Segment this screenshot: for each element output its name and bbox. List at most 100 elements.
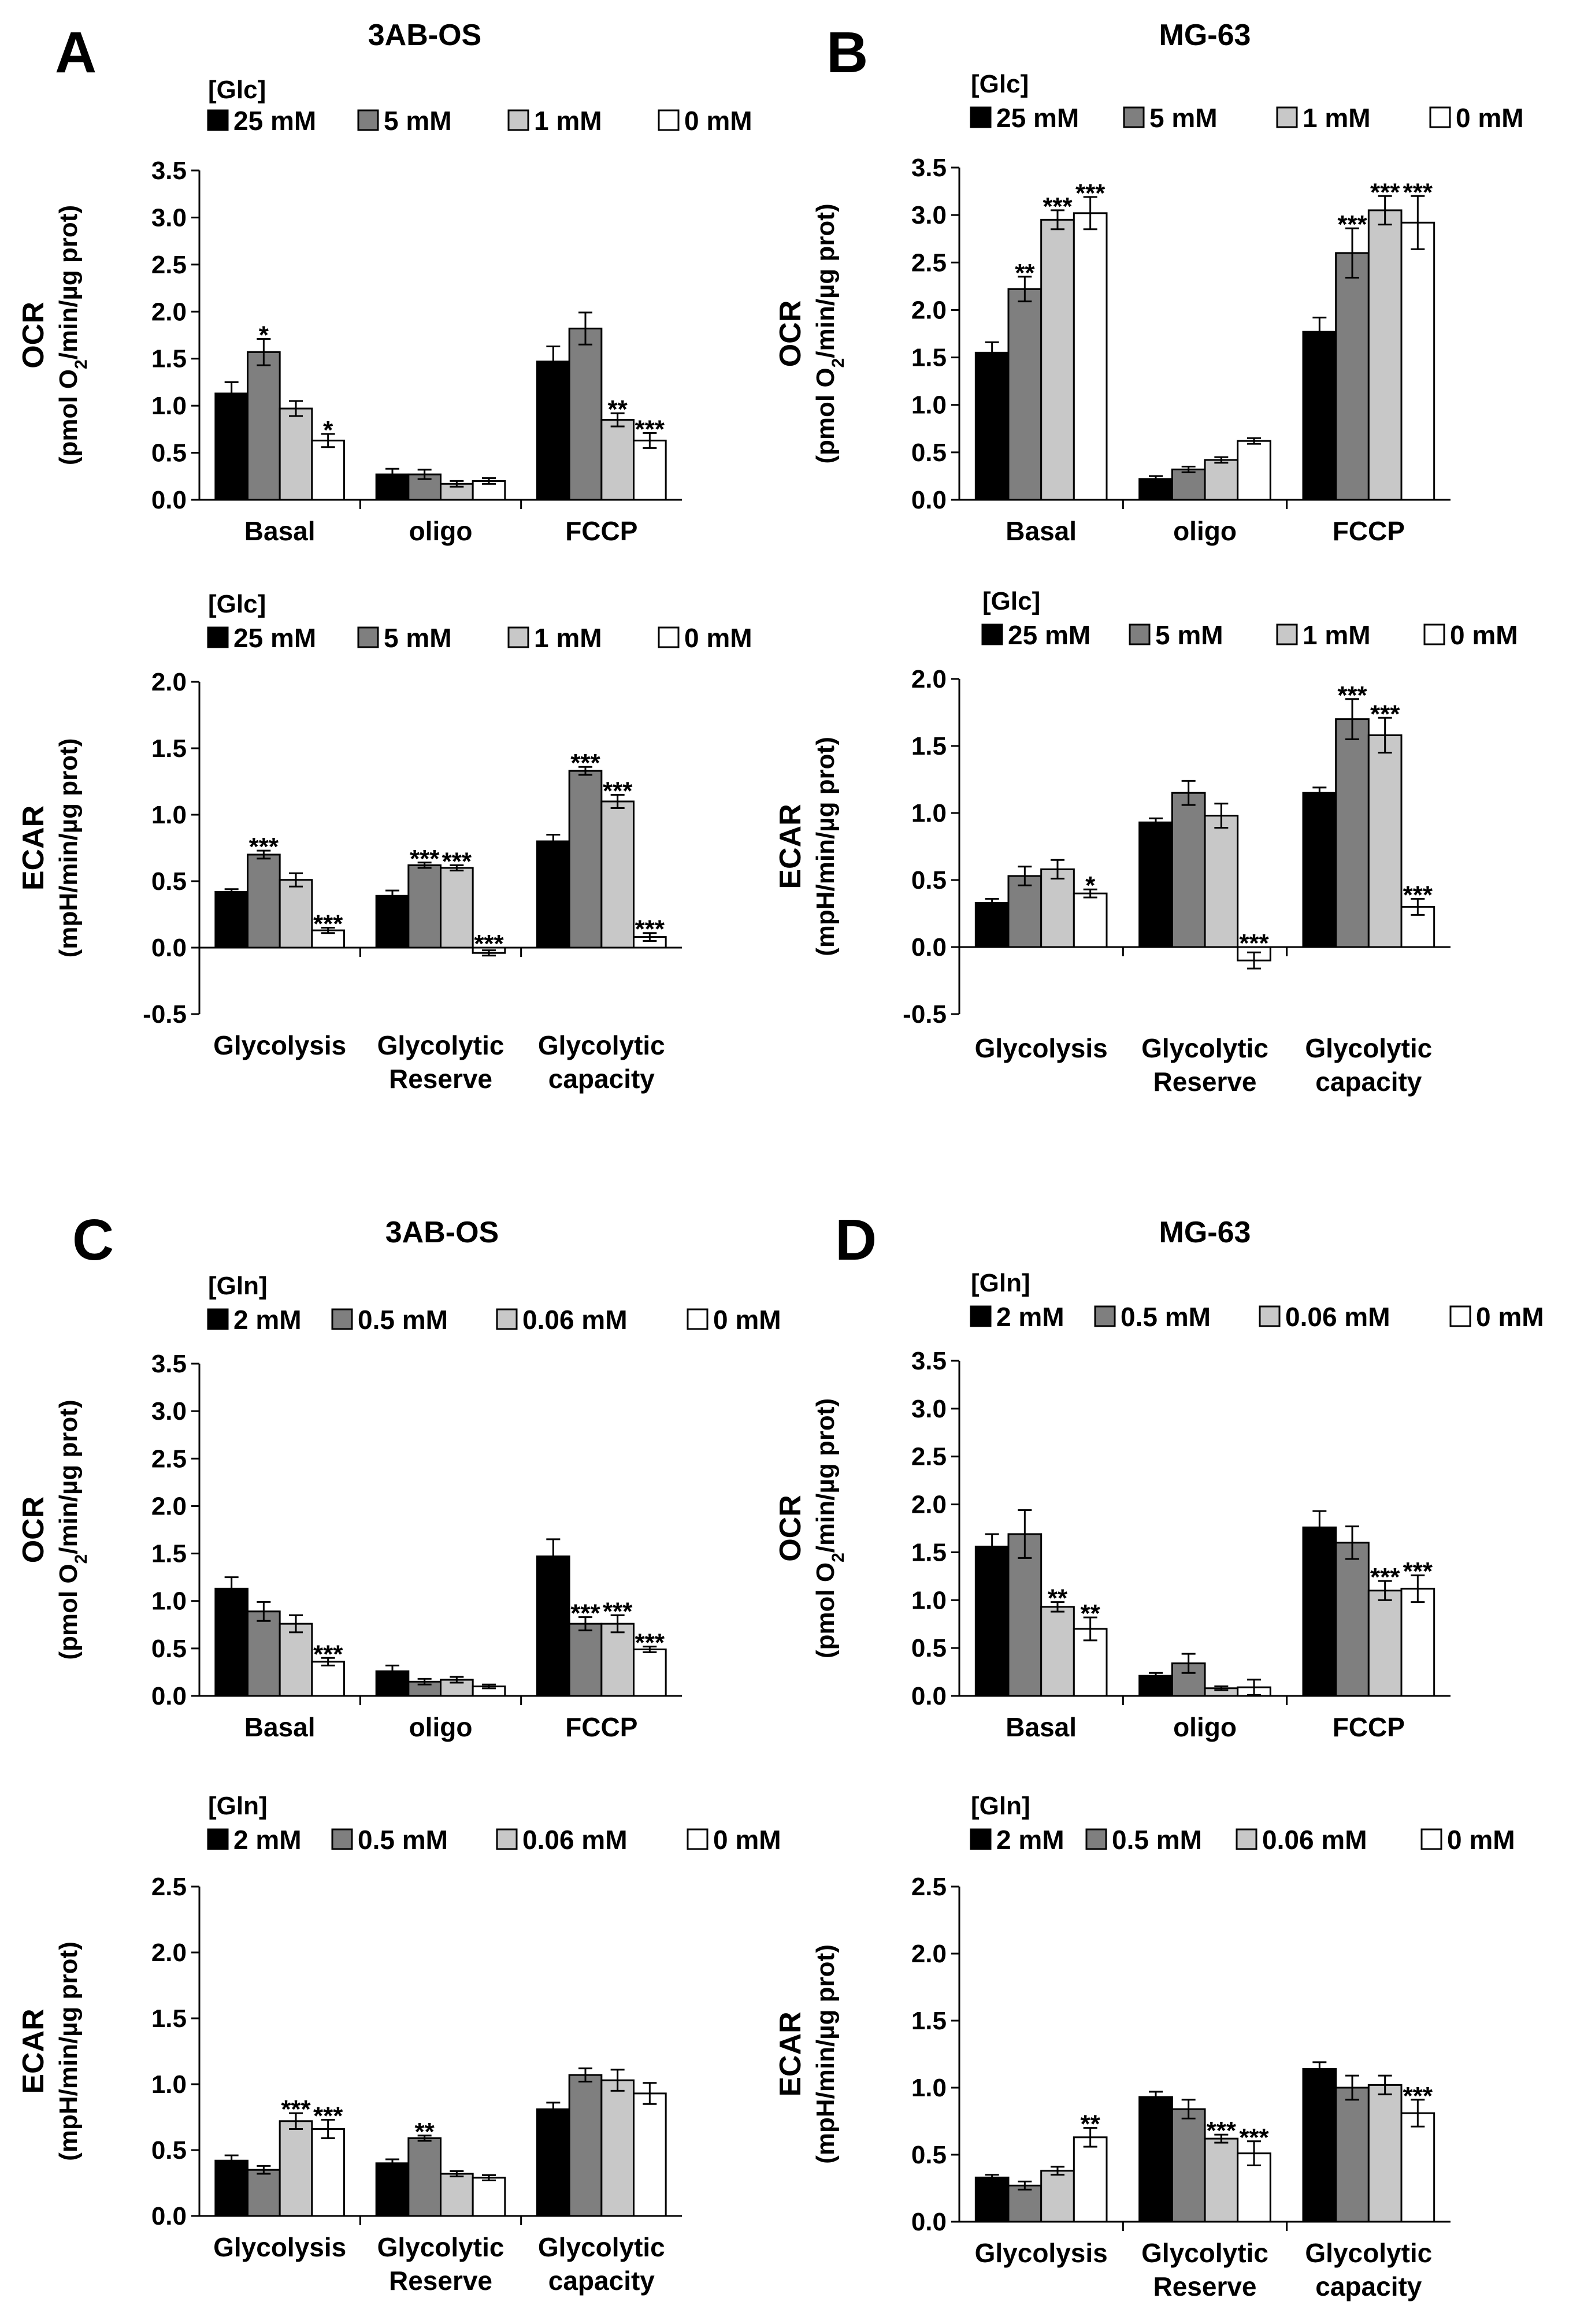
d-ocr-legend-label-2: 0.06 mM	[1285, 1302, 1390, 1332]
b-ecar-bar-0-0	[974, 901, 1010, 948]
a-ecar-bar-1-0	[375, 894, 410, 949]
a-ocr-legend-label-2: 1 mM	[534, 106, 602, 136]
c-ocr-sig-0-3: ***	[313, 1640, 343, 1668]
chart-b-ocr: [Glc] 25 mM 5 mM 1 mM 0 mM 0.0 0.5 1.0 1.5 2.0 2.5…	[774, 70, 1524, 546]
b-ocr-legend-swatch-1	[1123, 106, 1145, 128]
b-ecar-category-label-1-0: Glycolytic	[1141, 1033, 1268, 1063]
c-ocr-y-tick-label-5: 2.5	[151, 1445, 187, 1473]
a-ecar-y-tick-label-0: -0.5	[143, 1000, 187, 1029]
b-ocr-legend-label-0: 25 mM	[996, 103, 1079, 133]
a-ocr-y-label: OCR	[17, 302, 50, 369]
a-ecar-category-label-1-0: Glycolytic	[377, 1030, 504, 1060]
c-ocr-bar-2-1	[568, 1623, 603, 1697]
c-ocr-category-label-1: oligo	[409, 1712, 473, 1742]
a-ecar-bar-1-2	[440, 867, 474, 949]
d-ecar-legend-swatch-2	[1236, 1828, 1257, 1850]
a-ocr-sig-0-3: *	[323, 416, 333, 444]
c-ocr-y-tick-label-7: 3.5	[151, 1350, 187, 1378]
c-ecar-sig-1-1: **	[415, 2118, 435, 2146]
d-ocr-category-label-1: oligo	[1173, 1712, 1237, 1742]
c-ecar-legend-label-1: 0.5 mM	[358, 1825, 448, 1855]
d-ecar-legend-label-0: 2 mM	[996, 1825, 1064, 1855]
d-ocr-category-label-2: FCCP	[1333, 1712, 1405, 1742]
d-ocr-legend-title: [Gln]	[971, 1269, 1030, 1297]
c-ocr-y-unit: (pmol O2/min/µg prot)	[54, 1399, 91, 1660]
a-ocr-bar-2-1	[568, 328, 603, 501]
c-ocr-sig-2-1: ***	[570, 1599, 600, 1628]
b-ecar-sig-0-3: *	[1085, 871, 1096, 900]
b-ocr-legend-swatch-0	[970, 106, 992, 128]
a-ecar-legend-swatch-0	[207, 626, 229, 648]
b-ocr-bar-0-1	[1007, 288, 1043, 501]
a-ocr-y-unit: (pmol O2/min/µg prot)	[54, 205, 91, 465]
d-ocr-y-tick-label-4: 2.0	[911, 1491, 947, 1519]
a-ecar-legend-label-2: 1 mM	[534, 623, 602, 653]
d-ecar-legend-label-1: 0.5 mM	[1112, 1825, 1202, 1855]
d-ecar-legend-swatch-0	[970, 1828, 992, 1850]
a-ecar-y-tick-label-3: 1.0	[151, 801, 187, 829]
a-ocr-sig-0-1: *	[259, 321, 269, 350]
b-ocr-y-tick-label-1: 0.5	[911, 439, 947, 467]
d-ecar-legend-label-2: 0.06 mM	[1262, 1825, 1367, 1855]
b-ecar-bar-1-1	[1171, 792, 1206, 948]
a-ecar-sig-2-1: ***	[570, 749, 600, 777]
panel-letter-d: D	[835, 1208, 877, 1272]
panel-title-a: 3AB-OS	[368, 18, 481, 52]
b-ecar-bar-1-0	[1138, 821, 1173, 948]
c-ecar-sig-0-3: ***	[313, 2102, 343, 2130]
d-ecar-bar-0-1	[1007, 2184, 1043, 2223]
c-ocr-legend-label-3: 0 mM	[713, 1305, 781, 1335]
a-ecar-sig-2-2: ***	[603, 777, 633, 805]
a-ecar-sig-1-3: ***	[474, 930, 504, 958]
c-ecar-y-tick-label-5: 2.5	[151, 1873, 187, 1901]
c-ocr-sig-2-3: ***	[635, 1629, 665, 1657]
chart-d-ecar: [Gln] 2 mM 0.5 mM 0.06 mM 0 mM 0.0 0.5 1.0 1.5 2.…	[774, 1792, 1515, 2301]
a-ecar-y-tick-label-1: 0.0	[151, 934, 187, 962]
b-ecar-legend-swatch-2	[1276, 623, 1298, 645]
a-ocr-legend-label-3: 0 mM	[684, 106, 752, 136]
c-ecar-legend-title: [Gln]	[208, 1792, 268, 1820]
c-ocr-y-tick-label-6: 3.0	[151, 1397, 187, 1425]
c-ecar-y-tick-label-4: 2.0	[151, 1939, 187, 1967]
b-ecar-y-tick-label-1: 0.0	[911, 933, 947, 961]
b-ecar-y-tick-label-2: 0.5	[911, 866, 947, 894]
c-ecar-bar-2-3	[633, 2092, 667, 2217]
d-ocr-sig-2-2: ***	[1370, 1563, 1400, 1591]
a-ocr-bar-1-3	[472, 480, 506, 501]
b-ecar-legend-title: [Glc]	[982, 587, 1040, 615]
c-ecar-y-tick-label-0: 0.0	[151, 2202, 187, 2230]
c-ecar-bar-0-1	[247, 2169, 281, 2217]
a-ecar-legend-swatch-3	[658, 626, 680, 648]
d-ocr-category-label-0: Basal	[1006, 1712, 1077, 1742]
d-ocr-y-label: OCR	[774, 1495, 807, 1562]
a-ecar-legend-swatch-1	[357, 626, 379, 648]
panel-letter-c: C	[72, 1208, 114, 1272]
c-ecar-bar-0-2	[279, 2120, 313, 2217]
b-ecar-bar-0-3	[1073, 892, 1108, 948]
a-ocr-y-tick-label-3: 1.5	[151, 345, 187, 373]
b-ecar-legend-swatch-1	[1129, 623, 1151, 645]
b-ocr-bar-2-0	[1302, 331, 1337, 501]
c-ocr-legend-swatch-2	[496, 1308, 518, 1330]
d-ocr-y-tick-label-0: 0.0	[911, 1682, 947, 1710]
c-ecar-bar-1-3	[472, 2177, 506, 2217]
b-ecar-bar-2-0	[1302, 792, 1337, 948]
b-ocr-legend-label-1: 5 mM	[1149, 103, 1218, 133]
panel-letter-b: B	[826, 20, 868, 85]
c-ecar-bar-1-1	[407, 2137, 442, 2217]
c-ecar-legend-label-0: 2 mM	[233, 1825, 302, 1855]
b-ocr-sig-2-3: ***	[1403, 178, 1433, 206]
a-ecar-y-unit: (mpH/min/µg prot)	[54, 738, 83, 958]
c-ocr-legend-label-0: 2 mM	[233, 1305, 302, 1335]
c-ocr-legend-label-1: 0.5 mM	[358, 1305, 448, 1335]
a-ocr-bar-0-2	[279, 407, 313, 501]
d-ecar-bar-0-3	[1073, 2136, 1108, 2223]
d-ecar-sig-0-3: **	[1081, 2110, 1101, 2139]
b-ocr-category-label-0: Basal	[1006, 516, 1077, 546]
d-ocr-sig-0-2: **	[1048, 1584, 1068, 1613]
a-ecar-bar-0-0	[214, 890, 249, 949]
b-ocr-bar-1-3	[1237, 440, 1271, 501]
a-ocr-y-tick-label-6: 3.0	[151, 203, 187, 232]
b-ecar-sig-2-1: ***	[1337, 681, 1367, 710]
b-ocr-bar-2-3	[1400, 221, 1435, 501]
